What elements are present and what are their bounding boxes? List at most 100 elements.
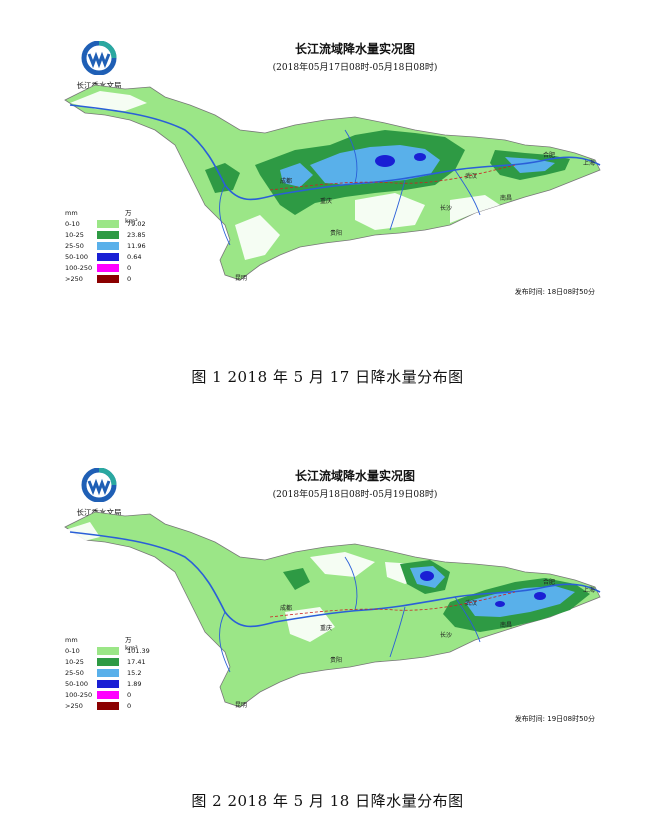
city-label: 重庆: [320, 197, 332, 205]
yangtze-river: [69, 104, 601, 201]
rain-50-100-zone: [534, 592, 546, 600]
legend-area: 79.02: [127, 220, 146, 228]
legend-range: 10-25: [65, 658, 84, 666]
legend-swatch: [97, 242, 119, 250]
tributary-river: [454, 596, 481, 643]
legend-unit-area: 万km²: [125, 209, 138, 225]
rain-25-50-zone: [280, 163, 313, 187]
legend-swatch: [97, 691, 119, 699]
legend-range: 25-50: [65, 669, 84, 677]
no-rain-patch: [235, 215, 280, 260]
rain-10-25-zone: [205, 163, 240, 193]
city-label: 成都: [280, 177, 292, 185]
release-time: 发布时间: 19日08时50分: [514, 715, 595, 723]
rain-50-100-zone: [414, 153, 426, 161]
legend-swatch: [97, 253, 119, 261]
tributary-river: [389, 179, 406, 231]
map-title: 长江流域降水量实况图: [294, 42, 415, 56]
no-rain-patch: [285, 607, 335, 642]
legend-swatch: [97, 669, 119, 677]
map-subtitle: (2018年05月17日08时-05月18日08时): [272, 63, 438, 73]
legend-area: 15.2: [127, 669, 142, 677]
tributary-river: [219, 611, 231, 673]
tributary-river: [454, 169, 481, 216]
legend-unit-mm: mm: [65, 209, 78, 217]
legend-swatch: [97, 680, 119, 688]
city-label: 武汉: [465, 599, 477, 607]
legend-swatch: [97, 647, 119, 655]
legend-range: 100-250: [65, 264, 93, 272]
no-rain-patch: [355, 193, 425, 230]
release-time: 发布时间: 18日08时50分: [514, 288, 595, 296]
no-rain-patch: [310, 552, 375, 577]
basin-map: 成都 重庆 贵阳 武汉 南昌 合肥 上海 长沙 昆明: [64, 84, 601, 282]
legend-unit-mm: mm: [65, 636, 78, 644]
legend-area: 0: [127, 702, 132, 710]
no-rain-patch: [70, 91, 147, 111]
city-label: 合肥: [543, 151, 555, 159]
legend-range: 50-100: [65, 253, 89, 261]
legend-range: 25-50: [65, 242, 84, 250]
city-label: 长沙: [440, 204, 452, 212]
basin-area: [64, 511, 601, 708]
legend-range: 50-100: [65, 680, 89, 688]
yangtze-river: [69, 531, 601, 628]
legend-swatch: [97, 658, 119, 666]
city-label: 上海: [583, 159, 595, 167]
legend-area: 11.96: [127, 242, 146, 250]
legend-swatch: [97, 264, 119, 272]
logo-emblem-icon: [81, 40, 117, 76]
map-title: 长江流域降水量实况图: [294, 469, 415, 483]
map-subtitle: (2018年05月18日08时-05月19日08时): [272, 490, 438, 500]
legend-area: 0: [127, 275, 132, 283]
city-label: 重庆: [320, 624, 332, 632]
legend-range: >250: [65, 275, 83, 283]
legend-area: 0: [127, 691, 132, 699]
legend-range: 10-25: [65, 231, 84, 239]
rain-10-25-zone: [283, 568, 310, 590]
figure-caption: 图 2 2018 年 5 月 18 日降水量分布图: [191, 792, 464, 810]
no-rain-patch: [450, 195, 500, 223]
precipitation-map-2: 长江委水文局 长江流域降水量实况图 (2018年05月18日08时-05月19日…: [55, 462, 615, 723]
railway-line: [269, 164, 516, 191]
city-label: 贵阳: [330, 656, 342, 664]
legend-area: 0.64: [127, 253, 142, 261]
basin-map: 成都 重庆 贵阳 武汉 南昌 合肥 上海 长沙 昆明: [64, 511, 601, 709]
figure-caption: 图 1 2018 年 5 月 17 日降水量分布图: [191, 368, 464, 386]
rain-50-100-zone: [420, 571, 434, 581]
city-label: 武汉: [465, 172, 477, 180]
no-rain-patch: [65, 522, 100, 542]
legend-area: 0: [127, 264, 132, 272]
legend-area: 101.39: [127, 647, 150, 655]
tributary-river: [219, 184, 231, 246]
rain-25-50-zone: [465, 586, 575, 617]
legend-swatch: [97, 220, 119, 228]
precipitation-map-1: 长江委水文局 长江流域降水量实况图 (2018年05月17日08时-05月18日…: [55, 35, 615, 296]
city-label: 贵阳: [330, 229, 342, 237]
city-label: 成都: [280, 604, 292, 612]
legend-range: >250: [65, 702, 83, 710]
tributary-river: [344, 129, 358, 184]
rain-50-100-zone: [495, 601, 505, 607]
city-label: 昆明: [235, 702, 247, 709]
city-label: 合肥: [543, 578, 555, 586]
legend-area: 23.85: [127, 231, 146, 239]
legend-swatch: [97, 702, 119, 710]
legend-range: 0-10: [65, 220, 80, 228]
city-label: 南昌: [500, 621, 512, 629]
legend-area: 17.41: [127, 658, 146, 666]
rain-25-50-zone: [310, 145, 440, 185]
legend-swatch: [97, 231, 119, 239]
legend-range: 0-10: [65, 647, 80, 655]
tributary-river: [344, 556, 358, 611]
city-label: 南昌: [500, 194, 512, 202]
city-label: 长沙: [440, 631, 452, 639]
rain-50-100-zone: [375, 155, 395, 167]
city-label: 上海: [583, 586, 595, 594]
legend-swatch: [97, 275, 119, 283]
legend-range: 100-250: [65, 691, 93, 699]
logo-emblem-icon: [81, 467, 117, 503]
city-label: 昆明: [235, 275, 247, 282]
railway-line: [269, 591, 516, 618]
legend-area: 1.89: [127, 680, 142, 688]
